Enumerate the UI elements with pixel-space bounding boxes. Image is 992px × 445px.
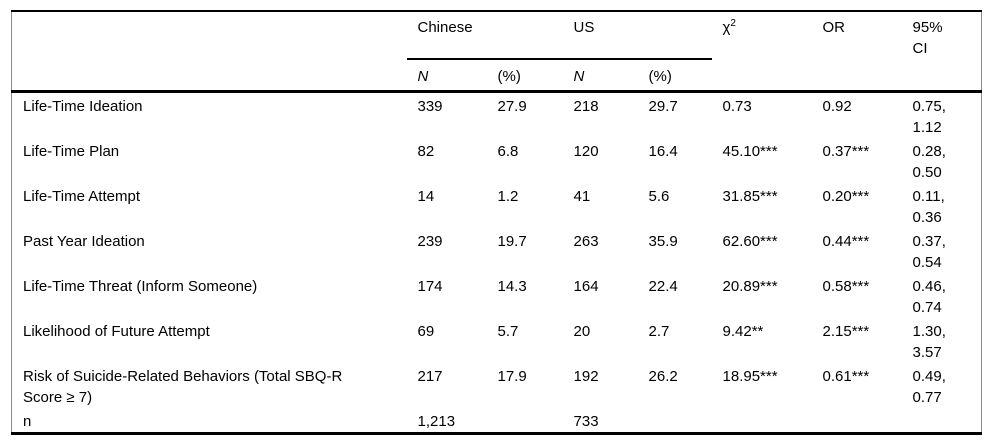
header-us: US <box>562 11 712 60</box>
cell-confidence-interval: 0.46, 0.74 <box>912 277 946 316</box>
cell-chi-square <box>712 408 812 434</box>
table-row: Likelihood of Future Attempt 69 5.7 20 2… <box>12 318 982 363</box>
header-us-n: N <box>562 59 638 93</box>
cell-us-pct: 29.7 <box>648 97 678 115</box>
cell-odds-ratio: 0.92 <box>822 97 852 115</box>
cell-label: Past Year Ideation <box>23 232 145 250</box>
cell-label: Risk of Suicide-Related Behaviors (Total… <box>23 367 343 406</box>
cell-us-n: 733 <box>573 412 599 430</box>
cell-odds-ratio: 2.15*** <box>822 322 870 340</box>
cell-chinese-pct: 17.9 <box>497 367 527 385</box>
cell-confidence-interval: 0.28, 0.50 <box>912 142 946 181</box>
cell-chi-square: 45.10*** <box>722 142 778 160</box>
cell-chi-square: 9.42** <box>722 322 764 340</box>
table-row: Past Year Ideation 239 19.7 263 35.9 62.… <box>12 228 982 273</box>
header-group-row: Chinese US χ2 OR 95% CI <box>11 11 982 93</box>
cell-confidence-interval: 1.30, 3.57 <box>912 322 946 361</box>
cell-confidence-interval: 0.11, 0.36 <box>912 187 945 226</box>
cell-chinese-n: 239 <box>417 232 443 250</box>
cell-label: Life-Time Threat (Inform Someone) <box>23 277 258 295</box>
cell-us-pct: 2.7 <box>648 322 670 340</box>
cell-label: Life-Time Plan <box>23 142 120 160</box>
cell-label: Likelihood of Future Attempt <box>23 322 210 340</box>
cell-chinese-n: 14 <box>417 187 435 205</box>
cell-chinese-pct: 27.9 <box>497 97 527 115</box>
cell-chinese-n: 174 <box>417 277 443 295</box>
cell-label: Life-Time Ideation <box>23 97 143 115</box>
cell-chinese-pct: 19.7 <box>497 232 527 250</box>
cell-chinese-n: 217 <box>417 367 443 385</box>
cell-chi-square: 18.95*** <box>722 367 778 385</box>
cell-chinese-pct: 14.3 <box>497 277 527 295</box>
cell-chi-square: 0.73 <box>722 97 752 115</box>
cell-us-n: 263 <box>573 232 599 250</box>
table-row: Life-Time Plan 82 6.8 120 16.4 45.10*** … <box>12 138 982 183</box>
cell-chinese-pct: 6.8 <box>497 142 519 160</box>
header-odds-ratio: OR <box>811 11 902 93</box>
cell-chinese-n: 1,213 <box>417 412 456 430</box>
cell-us-pct: 26.2 <box>648 367 678 385</box>
cell-confidence-interval: 0.75, 1.12 <box>912 97 946 136</box>
header-label-spacer <box>11 11 407 93</box>
header-confidence-interval: 95% CI <box>901 11 982 93</box>
cell-us-n: 164 <box>573 277 599 295</box>
cell-chi-square: 62.60*** <box>722 232 778 250</box>
cell-confidence-interval: 0.49, 0.77 <box>912 367 946 406</box>
cell-us-pct: 35.9 <box>648 232 678 250</box>
cell-odds-ratio: 0.44*** <box>822 232 870 250</box>
table-row-sample-size: n 1,213 733 <box>12 408 982 434</box>
header-chinese-n: N <box>406 59 487 93</box>
cell-us-n: 120 <box>573 142 599 160</box>
table-row: Risk of Suicide-Related Behaviors (Total… <box>12 363 982 408</box>
cell-us-n: 20 <box>573 322 591 340</box>
cell-odds-ratio: 0.58*** <box>822 277 870 295</box>
cell-us-pct: 5.6 <box>648 187 670 205</box>
cell-label: n <box>23 412 32 430</box>
header-chinese: Chinese <box>406 11 563 60</box>
table-row: Life-Time Ideation 339 27.9 218 29.7 0.7… <box>12 91 982 138</box>
header-sub-row: N (%) N (%) <box>12 59 982 93</box>
cell-odds-ratio <box>812 408 902 434</box>
chi-exponent: 2 <box>730 18 736 29</box>
cell-chinese-pct <box>487 408 563 434</box>
cell-chinese-pct: 1.2 <box>497 187 519 205</box>
cell-chinese-pct: 5.7 <box>497 322 519 340</box>
cell-us-n: 41 <box>573 187 591 205</box>
cell-us-pct: 22.4 <box>648 277 678 295</box>
header-chi-square: χ2 <box>711 11 812 93</box>
cell-odds-ratio: 0.20*** <box>822 187 870 205</box>
cell-label: Life-Time Attempt <box>23 187 140 205</box>
cell-us-pct: 16.4 <box>648 142 678 160</box>
cell-chinese-n: 82 <box>417 142 435 160</box>
results-table: Chinese US χ2 OR 95% CI N (%) N (%) Life… <box>11 10 983 435</box>
cell-odds-ratio: 0.37*** <box>822 142 870 160</box>
cell-confidence-interval <box>902 408 982 434</box>
cell-us-pct <box>638 408 712 434</box>
cell-chi-square: 20.89*** <box>722 277 778 295</box>
cell-chinese-n: 339 <box>417 97 443 115</box>
header-us-pct: (%) <box>637 59 712 93</box>
table-row: Life-Time Threat (Inform Someone) 174 14… <box>12 273 982 318</box>
table-row: Life-Time Attempt 14 1.2 41 5.6 31.85***… <box>12 183 982 228</box>
cell-confidence-interval: 0.37, 0.54 <box>912 232 946 271</box>
chi-symbol: χ <box>722 19 731 36</box>
cell-us-n: 218 <box>573 97 599 115</box>
cell-chinese-n: 69 <box>417 322 435 340</box>
cell-odds-ratio: 0.61*** <box>822 367 870 385</box>
header-chinese-pct: (%) <box>486 59 563 93</box>
cell-chi-square: 31.85*** <box>722 187 778 205</box>
cell-us-n: 192 <box>573 367 599 385</box>
